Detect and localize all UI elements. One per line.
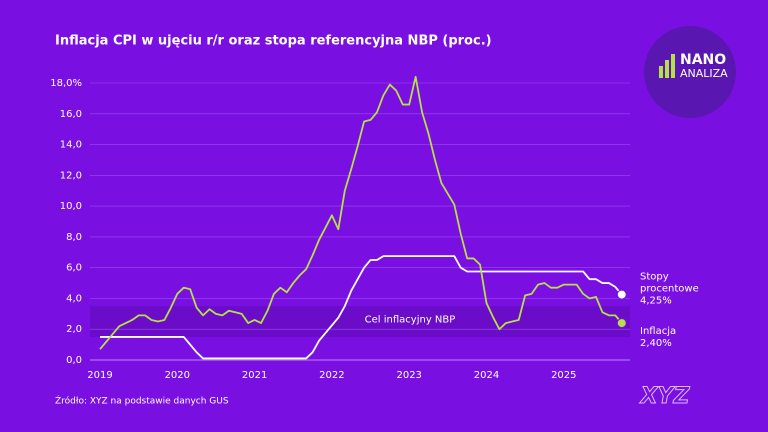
logo-text: NANO [680, 52, 726, 68]
series-line [99, 75, 623, 350]
series-value-label: 4,25% [640, 296, 672, 307]
target-band [90, 306, 630, 337]
end-dot [616, 318, 627, 329]
y-tick-label: 8,0 [66, 232, 82, 243]
logo-bar [671, 54, 675, 78]
y-tick-label: 16,0 [60, 109, 82, 120]
logo-circle [644, 26, 736, 118]
y-tick-label: 10,0 [60, 201, 82, 212]
series-label: Stopy procentowe [640, 272, 699, 295]
watermark: XYZ [639, 384, 691, 409]
y-tick-label: 2,0 [66, 324, 82, 335]
end-dot [616, 289, 627, 300]
y-tick-label: 0,0 [66, 355, 82, 366]
x-tick-label: 2024 [474, 370, 499, 381]
x-tick-label: 2023 [396, 370, 421, 381]
series-value-label: 2,40% [640, 338, 672, 349]
logo-bar [665, 60, 669, 78]
logo-bar [659, 66, 663, 78]
chart-title: Inflacja CPI w ujęciu r/r oraz stopa ref… [55, 34, 492, 49]
x-tick-label: 2022 [319, 370, 344, 381]
y-tick-label: 18,0% [50, 78, 82, 89]
band-label: Cel inflacyjny NBP [365, 315, 456, 326]
x-tick-label: 2021 [242, 370, 267, 381]
x-tick-label: 2020 [165, 370, 190, 381]
series-label: Inflacja [640, 326, 676, 337]
series-line [100, 255, 623, 360]
y-tick-label: 12,0 [60, 170, 82, 181]
x-tick-label: 2025 [551, 370, 576, 381]
y-tick-label: 4,0 [66, 293, 82, 304]
y-tick-label: 14,0 [60, 140, 82, 151]
x-tick-label: 2019 [87, 370, 112, 381]
logo-text: ANALIZA [680, 67, 728, 80]
y-tick-label: 6,0 [66, 263, 82, 274]
source: Źródło: XYZ na podstawie danych GUS [55, 395, 229, 407]
logo: NANO ANALIZA [644, 26, 736, 118]
